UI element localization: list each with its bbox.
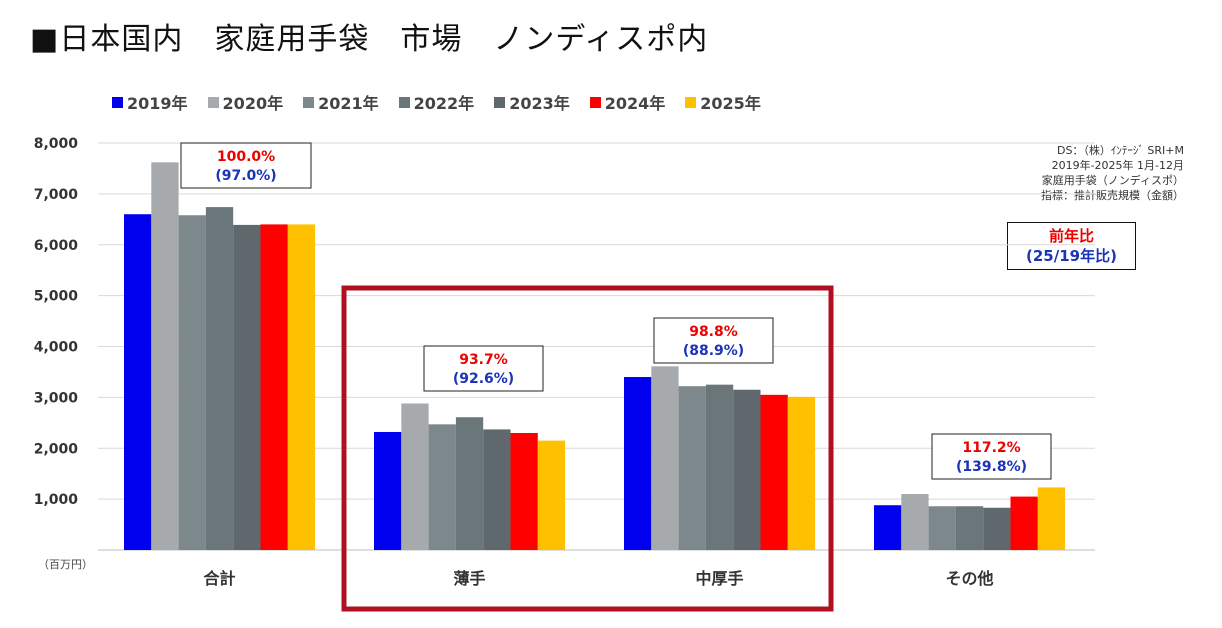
x-category-label: 中厚手 — [696, 569, 744, 588]
y-tick-label: 1,000 — [34, 492, 79, 508]
bar — [428, 424, 456, 550]
annotation-yoy: 117.2% — [962, 440, 1020, 456]
legend-swatch — [589, 96, 601, 108]
y-tick-label: 3,000 — [34, 390, 79, 406]
bar — [178, 215, 206, 550]
legend-item: 2020年 — [207, 90, 284, 114]
bar — [1037, 487, 1066, 550]
legend-item: 2021年 — [303, 90, 379, 114]
bar — [678, 386, 706, 550]
bar — [1010, 496, 1038, 550]
annotation-yoy: 100.0% — [217, 149, 275, 165]
legend-item: 2022年 — [398, 90, 475, 114]
source-line: DS：（株）ｲﾝﾃｰｼﾞ SRI+M — [1056, 144, 1184, 157]
legend-item: 2025年 — [685, 90, 761, 114]
yoy-legend-box: 前年比 (25/19年比) — [1007, 222, 1136, 270]
annotation-vs19: (97.0%) — [215, 168, 276, 184]
y-unit-label: （百万円） — [38, 558, 93, 571]
legend-swatch — [112, 96, 123, 108]
legend-item: 2019年 — [112, 90, 188, 114]
bar — [733, 389, 761, 550]
bar — [787, 396, 816, 550]
legend-label: 2023年 — [509, 94, 570, 113]
bar — [901, 494, 929, 550]
legend-label: 2019年 — [127, 94, 188, 113]
bar — [374, 431, 402, 550]
y-tick-label: 7,000 — [34, 187, 79, 203]
bar — [233, 224, 261, 550]
bar — [955, 506, 984, 550]
annotation-box — [931, 433, 1052, 480]
highlight-frame — [341, 285, 834, 612]
legend-label: 2024年 — [604, 94, 666, 113]
source-line: 家庭用手袋（ノンディスポ） — [1041, 174, 1184, 187]
yoy-legend-line2: (25/19年比) — [1026, 247, 1117, 265]
yoy-legend-line1: 前年比 — [1048, 227, 1094, 245]
chart-legend: 2019年 2020年 2021年 2022年 2023年 2024年 2025年 — [112, 90, 761, 114]
bar — [455, 417, 484, 550]
bar — [928, 506, 956, 550]
legend-swatch — [494, 96, 506, 108]
bar — [537, 440, 566, 550]
bar — [260, 224, 288, 550]
annotation-vs19: (139.8%) — [956, 459, 1027, 475]
annotation-box — [180, 142, 312, 189]
legend-label: 2025年 — [700, 94, 761, 113]
bar — [760, 394, 788, 550]
bar — [651, 366, 679, 550]
page-title: ■日本国内 家庭用手袋 市場 ノンディスポ内 — [30, 22, 709, 57]
bar — [483, 429, 511, 550]
x-category-label: 薄手 — [454, 569, 486, 588]
legend-swatch — [207, 96, 219, 108]
annotation-yoy: 98.8% — [689, 324, 738, 340]
legend-label: 2020年 — [222, 94, 284, 113]
bar — [983, 507, 1011, 550]
bar — [151, 162, 179, 550]
data-source-note: DS：（株）ｲﾝﾃｰｼﾞ SRI+M 2019年-2025年 1月-12月 家庭… — [924, 143, 1184, 203]
x-category-label: その他 — [946, 569, 994, 588]
legend-label: 2021年 — [318, 94, 379, 113]
bar — [624, 377, 652, 550]
bar — [874, 505, 902, 550]
legend-swatch — [303, 96, 315, 108]
legend-item: 2023年 — [494, 90, 570, 114]
y-tick-label: 4,000 — [34, 340, 79, 356]
legend-item: 2024年 — [589, 90, 666, 114]
bar — [124, 214, 152, 550]
annotation-box — [423, 345, 544, 392]
bar — [205, 207, 234, 551]
x-category-label: 合計 — [204, 569, 236, 588]
source-line: 指標：推計販売規模（金額） — [1041, 189, 1184, 202]
annotation-vs19: (92.6%) — [453, 371, 514, 387]
legend-label: 2022年 — [413, 94, 475, 113]
legend-swatch — [685, 96, 697, 108]
bar — [287, 224, 316, 550]
bar — [510, 432, 538, 550]
y-tick-label: 2,000 — [34, 441, 79, 457]
annotation-yoy: 93.7% — [459, 352, 508, 368]
y-tick-label: 6,000 — [34, 238, 79, 254]
annotation-box — [653, 317, 774, 364]
bar — [401, 403, 429, 550]
legend-swatch — [398, 96, 410, 108]
source-line: 2019年-2025年 1月-12月 — [1051, 159, 1184, 172]
bar — [705, 384, 734, 550]
annotation-vs19: (88.9%) — [683, 343, 744, 359]
y-tick-label: 8,000 — [34, 136, 79, 152]
y-tick-label: 5,000 — [34, 289, 79, 305]
